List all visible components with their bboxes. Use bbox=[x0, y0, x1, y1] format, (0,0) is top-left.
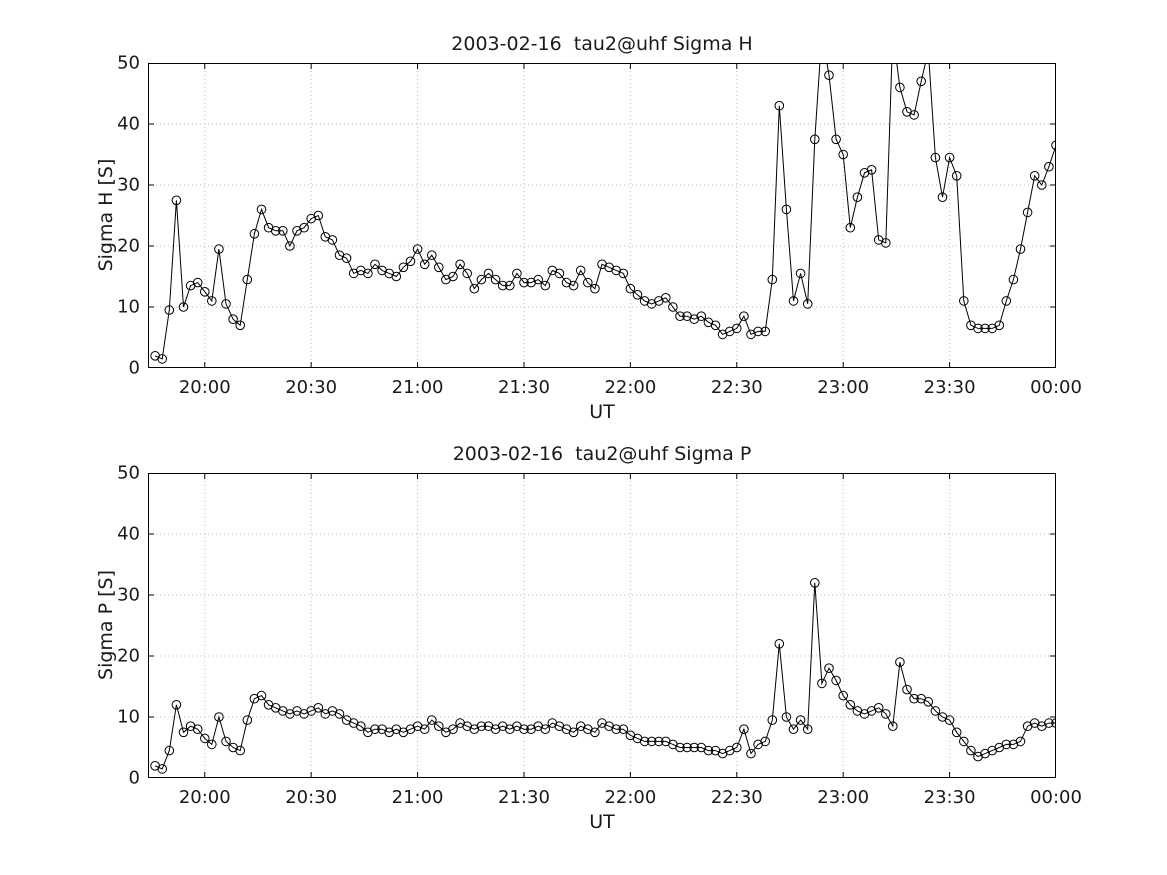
y-tick-label: 0 bbox=[128, 767, 140, 789]
x-tick-label: 21:00 bbox=[391, 787, 444, 808]
x-tick-label: 22:00 bbox=[604, 787, 657, 808]
sigma-p-x-axis-label: UT bbox=[589, 811, 615, 833]
x-tick-label: 20:00 bbox=[178, 787, 231, 808]
y-tick-label: 20 bbox=[117, 645, 140, 667]
x-tick-label: 23:00 bbox=[817, 377, 870, 398]
sigma-p-y-axis-ticks: 0 10 20 30 40 50 bbox=[56, 463, 140, 789]
x-tick-label: 20:00 bbox=[178, 377, 231, 398]
x-tick-label: 20:30 bbox=[285, 787, 338, 808]
sigma-h-plot-area bbox=[148, 63, 1056, 368]
y-tick-label: 40 bbox=[117, 523, 140, 545]
y-tick-label: 30 bbox=[117, 174, 140, 196]
y-tick-label: 50 bbox=[117, 52, 140, 74]
y-tick-label: 30 bbox=[117, 584, 140, 606]
x-tick-label: 21:00 bbox=[391, 377, 444, 398]
sigma-p-x-axis-ticks: 20:00 20:30 21:00 21:30 22:00 22:30 23:00 23:30… bbox=[148, 787, 1082, 811]
x-tick-label: 00:00 bbox=[1030, 787, 1082, 808]
sigma-h-x-axis-ticks: 20:00 20:30 21:00 21:30 22:00 22:30 23:00 23:30… bbox=[148, 377, 1082, 401]
sigma-h-y-axis-ticks: 0 10 20 30 40 50 bbox=[56, 53, 140, 379]
sigma-h-x-axis-label: UT bbox=[589, 401, 615, 423]
y-tick-label: 50 bbox=[117, 462, 140, 484]
x-tick-label: 21:30 bbox=[498, 787, 550, 808]
x-tick-label: 23:30 bbox=[923, 787, 976, 808]
x-tick-label: 21:30 bbox=[498, 377, 550, 398]
y-tick-label: 40 bbox=[117, 113, 140, 135]
x-tick-label: 00:00 bbox=[1030, 377, 1082, 398]
x-tick-label: 22:00 bbox=[604, 377, 657, 398]
x-tick-label: 20:30 bbox=[285, 377, 338, 398]
x-tick-label: 23:00 bbox=[817, 787, 870, 808]
sigma-p-title: 2003-02-16 tau2@uhf Sigma P bbox=[452, 443, 752, 465]
x-tick-label: 22:30 bbox=[710, 377, 763, 398]
sigma-h-title: 2003-02-16 tau2@uhf Sigma H bbox=[451, 33, 753, 55]
y-tick-label: 10 bbox=[117, 296, 140, 318]
x-tick-label: 22:30 bbox=[710, 787, 763, 808]
y-tick-label: 0 bbox=[128, 357, 140, 379]
x-tick-label: 23:30 bbox=[923, 377, 976, 398]
y-tick-label: 20 bbox=[117, 235, 140, 257]
y-tick-label: 10 bbox=[117, 706, 140, 728]
sigma-p-plot-area bbox=[148, 473, 1056, 778]
